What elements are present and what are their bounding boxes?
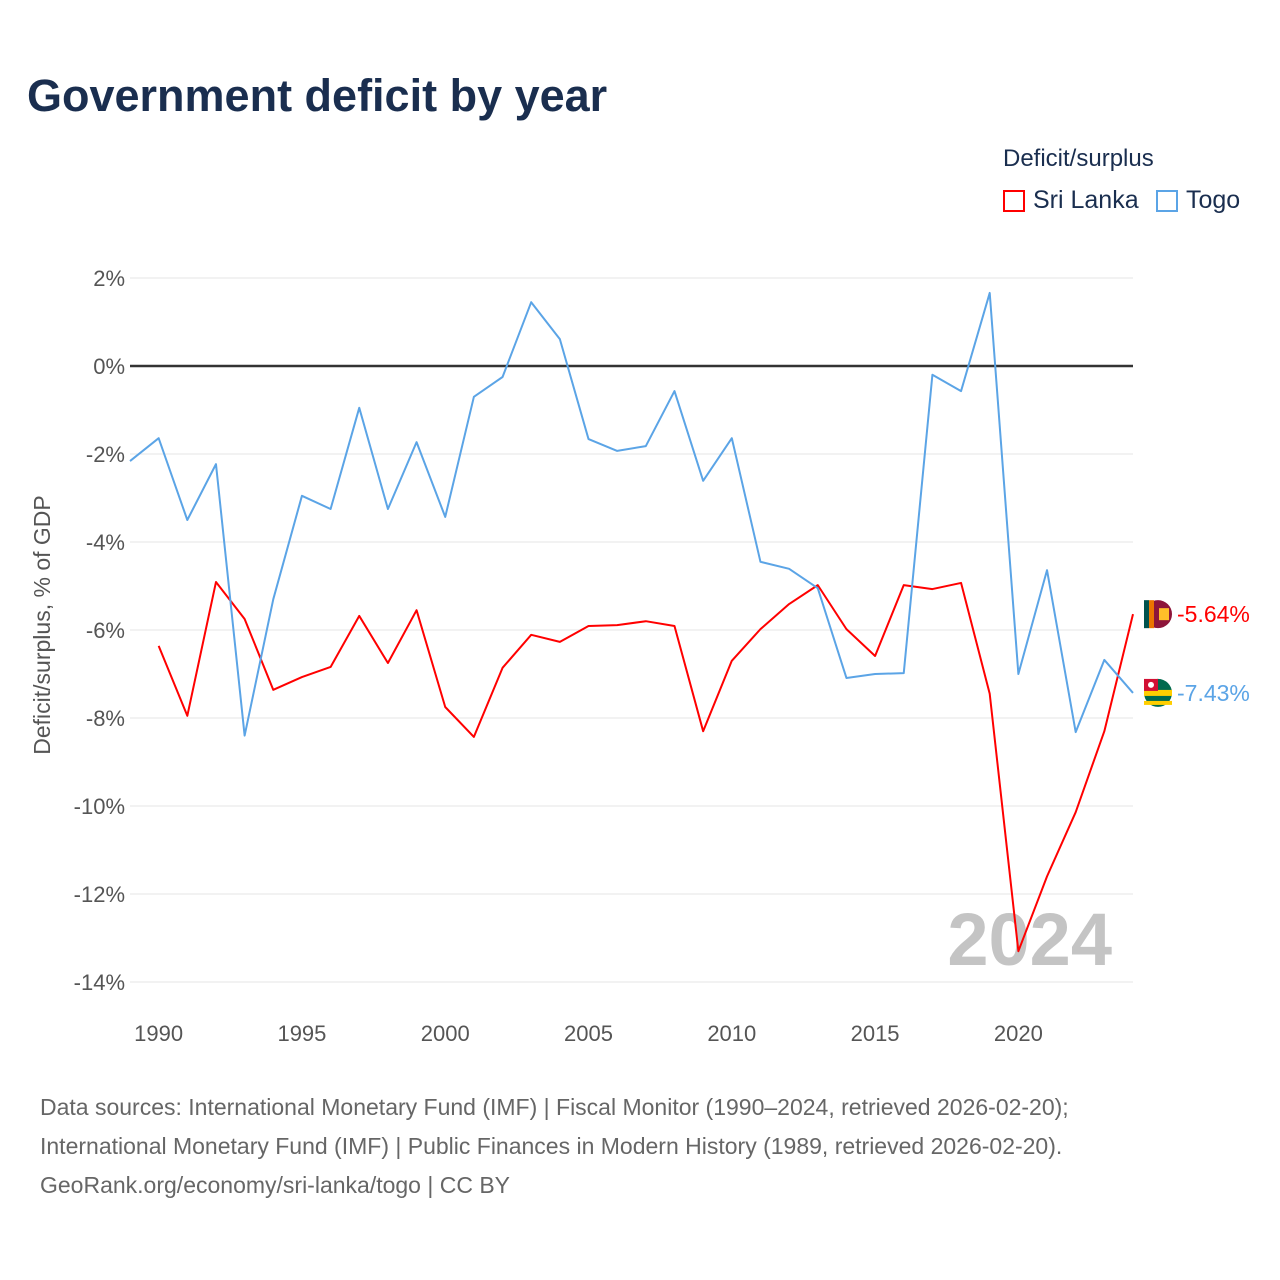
y-tick-label: -14% [74, 970, 125, 995]
series-line-togo [129, 291, 1134, 737]
source-line: Data sources: International Monetary Fun… [40, 1094, 1069, 1120]
y-tick-label: -8% [86, 706, 125, 731]
flag-stripe [1144, 700, 1172, 705]
series-line-sri-lanka [157, 581, 1134, 953]
attribution-link[interactable]: GeoRank.org/economy/sri-lanka/togo | CC … [40, 1172, 511, 1198]
y-tick-label: 2% [93, 266, 125, 291]
y-tick-label: -4% [86, 530, 125, 555]
legend-item-togo[interactable]: Togo [1156, 186, 1240, 215]
x-tick-label: 2020 [994, 1021, 1043, 1046]
x-tick-label: 2005 [564, 1021, 613, 1046]
flag-star [1148, 681, 1154, 688]
y-tick-label: -12% [74, 882, 125, 907]
y-tick-label: -10% [74, 794, 125, 819]
legend-item-sri-lanka[interactable]: Sri Lanka [1003, 186, 1139, 215]
footer: Data sources: International Monetary Fun… [40, 1088, 1069, 1205]
x-tick-label: 2000 [421, 1021, 470, 1046]
source-line: International Monetary Fund (IMF) | Publ… [40, 1133, 1063, 1159]
y-axis-label: Deficit/surplus, % of GDP [29, 495, 55, 754]
x-tick-label: 2015 [851, 1021, 900, 1046]
x-tick-label: 2010 [707, 1021, 756, 1046]
end-value-label: -7.43% [1177, 680, 1250, 706]
chart-title: Government deficit by year [27, 70, 608, 121]
legend-swatch-togo [1156, 189, 1178, 212]
x-tick-label: 1990 [134, 1021, 183, 1046]
legend-label: Sri Lanka [1033, 186, 1139, 214]
year-watermark: 2024 [947, 898, 1112, 981]
y-tick-label: 0% [93, 354, 125, 379]
end-value-label: -5.64% [1177, 601, 1250, 627]
flag-icon-sri-lanka [1144, 600, 1172, 629]
flag-stripe [1144, 689, 1172, 696]
y-tick-label: -2% [86, 442, 125, 467]
y-tick-label: -6% [86, 618, 125, 643]
legend-swatch-sri-lanka [1003, 189, 1025, 212]
flag-stripe [1149, 600, 1154, 629]
flag-lion [1159, 608, 1169, 621]
legend-label: Togo [1186, 186, 1241, 214]
x-tick-label: 1995 [277, 1021, 326, 1046]
flag-icon-togo [1144, 678, 1172, 707]
flag-stripe [1144, 600, 1149, 629]
legend-title: Deficit/surplus [1003, 145, 1154, 172]
